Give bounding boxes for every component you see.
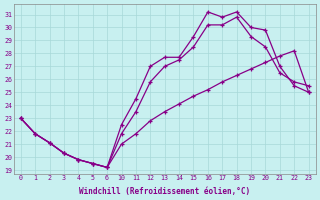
X-axis label: Windchill (Refroidissement éolien,°C): Windchill (Refroidissement éolien,°C) bbox=[79, 187, 250, 196]
